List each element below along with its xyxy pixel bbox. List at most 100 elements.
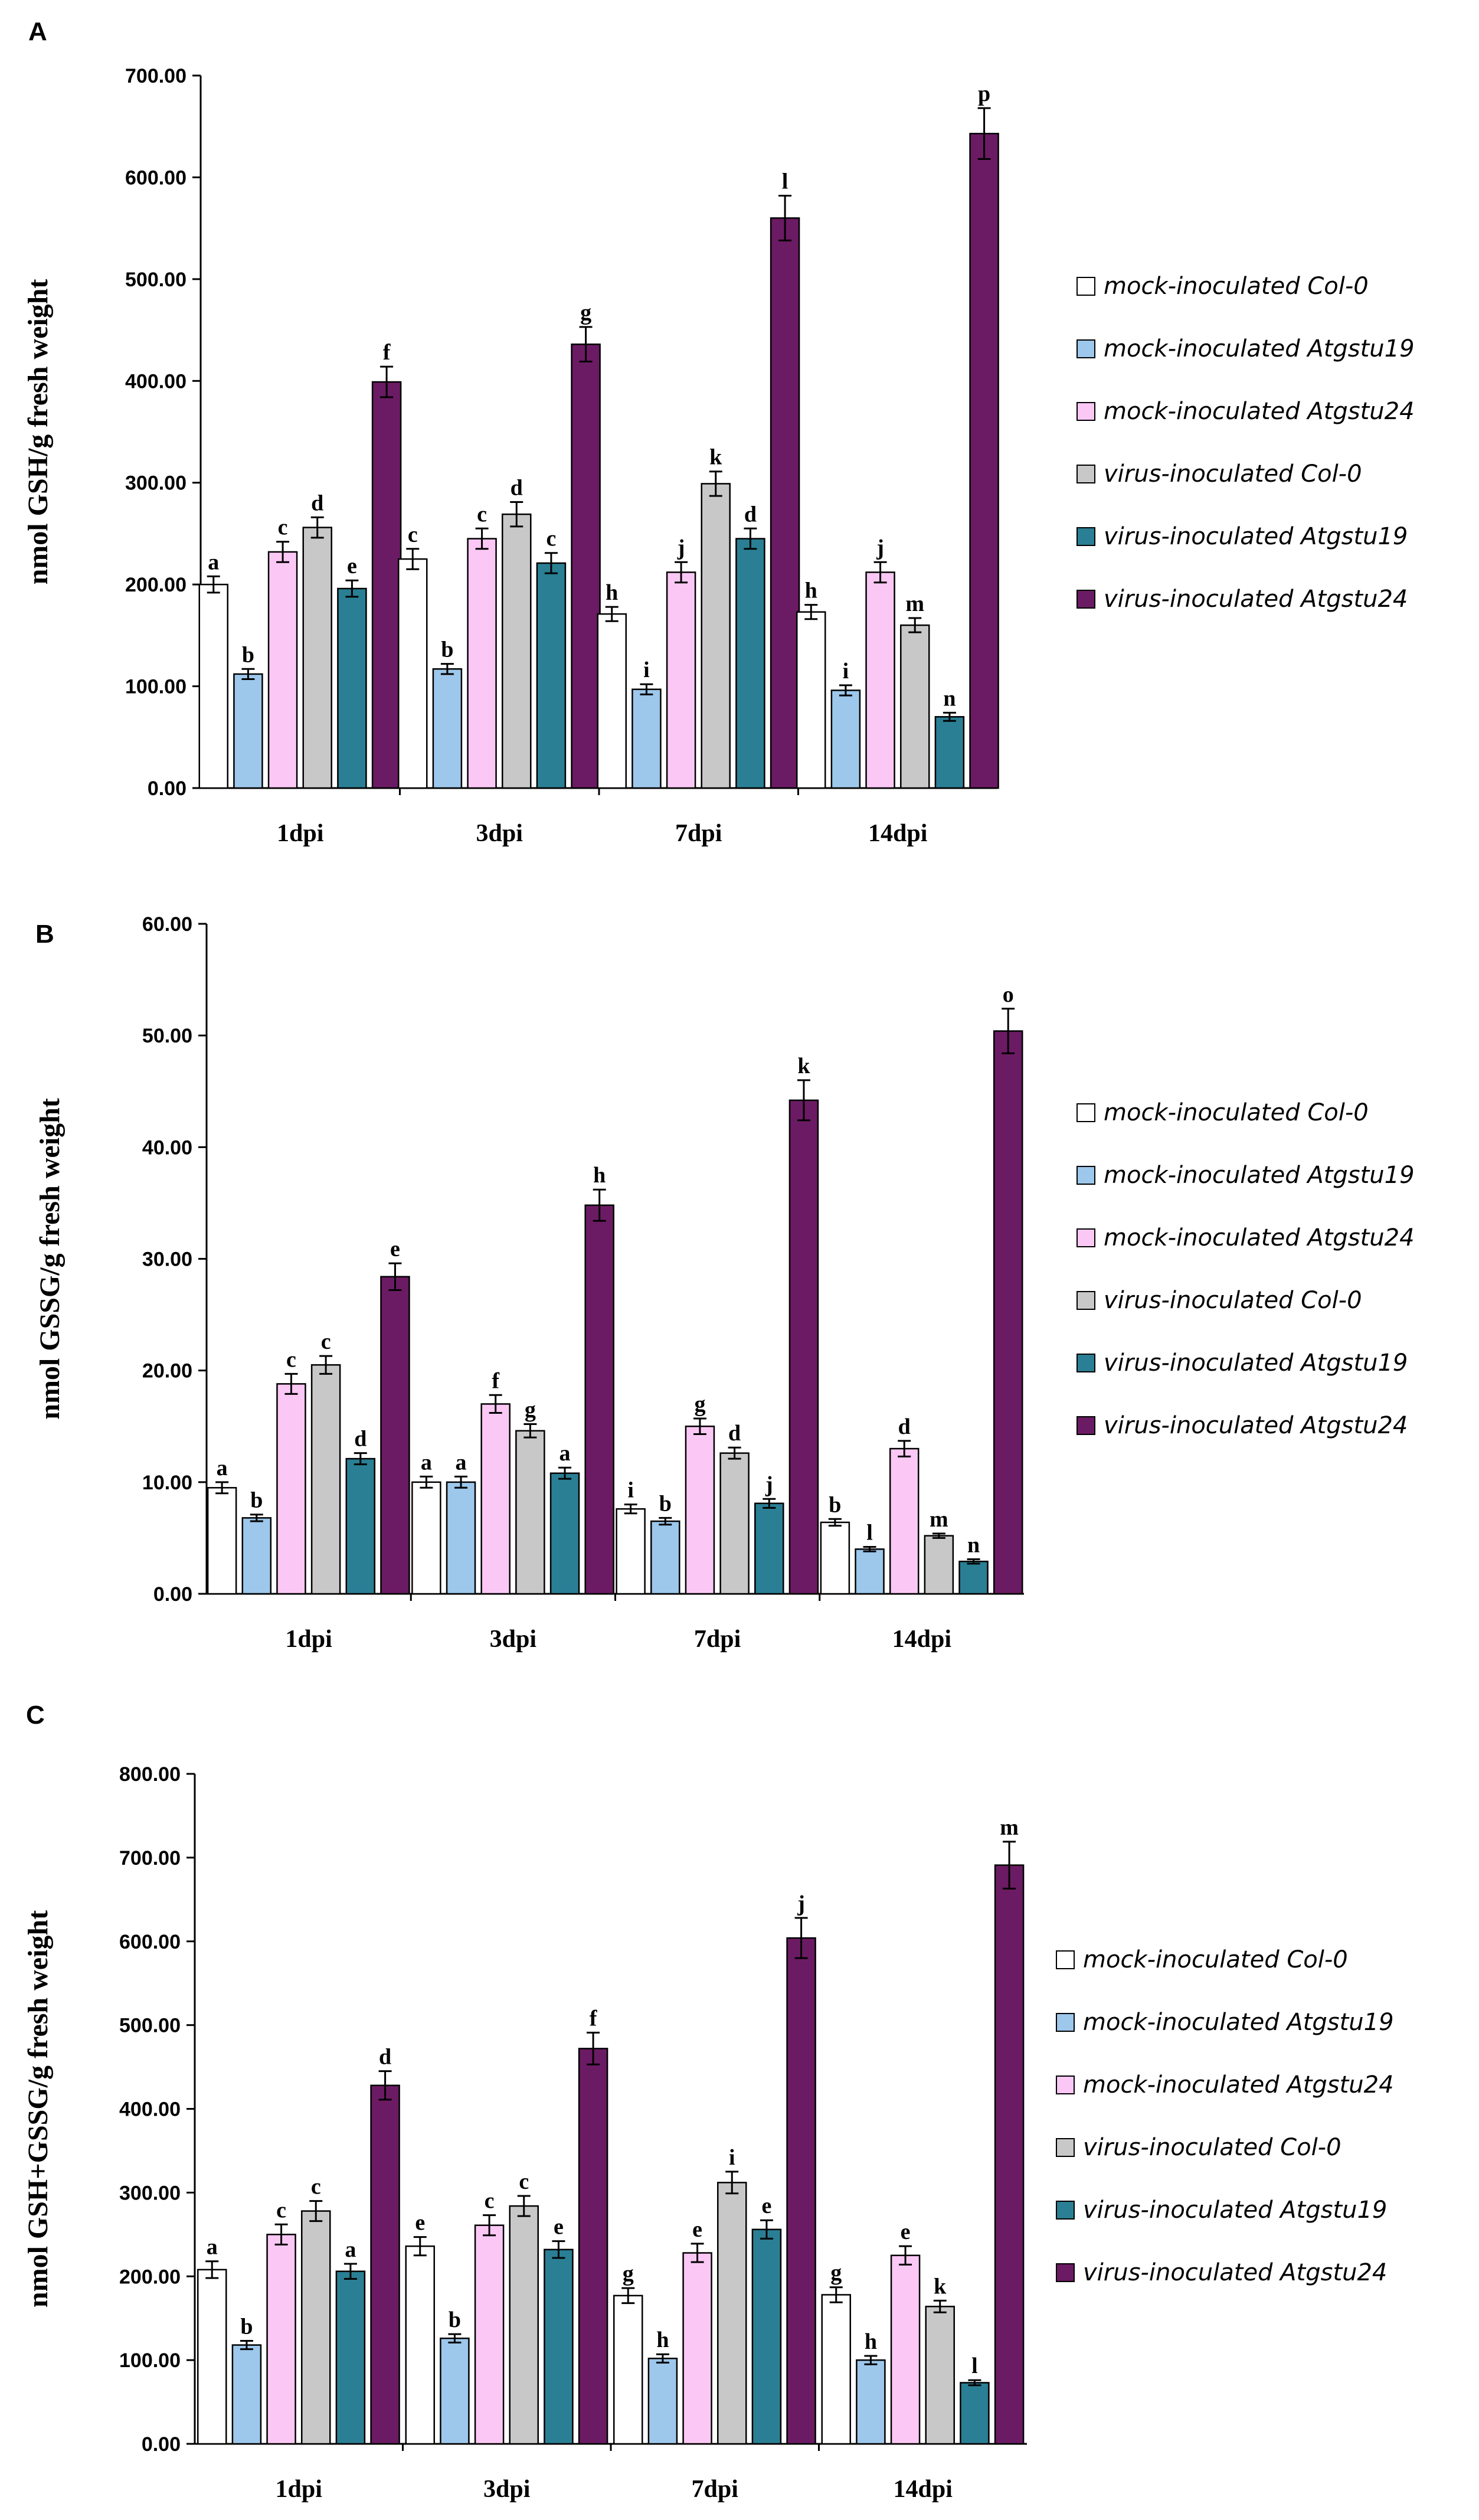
significance-letter: c	[276, 2198, 286, 2222]
y-tick-label: 50.00	[142, 1025, 192, 1047]
bar-mock-atgstu19-1dpi	[233, 673, 263, 789]
significance-letter: c	[519, 2169, 529, 2194]
y-tick-label: 400.00	[119, 2099, 181, 2121]
x-tick-label: 3dpi	[490, 1626, 537, 1653]
y-tick-label: 600.00	[119, 1931, 181, 1953]
x-tick-label: 3dpi	[476, 820, 523, 847]
bar-mock-atgstu19-14dpi	[855, 1548, 885, 1595]
y-tick-label: 700.00	[119, 1847, 181, 1869]
legend-swatch-mock-atgstu19	[1076, 1166, 1095, 1185]
significance-letter: m	[930, 1507, 948, 1532]
legend-label: mock-inoculated Col-0	[1083, 1946, 1348, 1973]
legend-swatch-mock-col0	[1076, 1103, 1095, 1122]
legend-label: virus-inoculated Atgstu19	[1083, 2197, 1387, 2224]
legend-swatch-mock-atgstu24	[1076, 402, 1095, 421]
bar-virus-atgstu24-7dpi	[786, 1937, 816, 2445]
significance-letter: d	[898, 1414, 911, 1439]
bar-mock-atgstu19-7dpi	[650, 1520, 680, 1595]
panel-c: C 0.00 100.00 200.00 300.00 400.00 500.00 600.0…	[22, 1701, 1394, 2503]
legend-swatch-mock-atgstu19	[1076, 339, 1095, 358]
x-tick-label: 14dpi	[894, 2476, 953, 2503]
bar-mock-atgstu19-7dpi	[631, 688, 662, 789]
bar-mock-col0-14dpi	[821, 2294, 851, 2445]
bar-virus-col0-1dpi	[301, 2210, 331, 2445]
significance-letter: n	[943, 686, 956, 711]
legend-swatch-virus-col0	[1076, 465, 1095, 483]
y-tick-label: 700.00	[125, 65, 186, 87]
y-tick-label: 0.00	[148, 777, 186, 800]
legend-label: mock-inoculated Atgstu24	[1104, 1224, 1415, 1251]
bar-mock-col0-1dpi	[198, 583, 228, 789]
bar-mock-col0-7dpi	[597, 613, 627, 789]
legend-label: mock-inoculated Atgstu24	[1104, 398, 1415, 425]
significance-letter: b	[659, 1491, 672, 1516]
legend-label: virus-inoculated Atgstu19	[1104, 1349, 1408, 1377]
panel-label: B	[35, 920, 54, 949]
bar-virus-atgstu24-3dpi	[571, 343, 601, 789]
significance-letter: e	[347, 554, 357, 578]
legend-swatch-virus-atgstu24	[1056, 2263, 1075, 2282]
y-axis-label: nmol GSH+GSSG/g fresh weight	[22, 1910, 54, 2307]
y-tick-label: 100.00	[125, 676, 186, 698]
significance-letter: h	[656, 2328, 669, 2352]
y-tick-label: 500.00	[119, 2015, 181, 2037]
bar-virus-atgstu19-1dpi	[337, 587, 367, 789]
bar-mock-atgstu19-7dpi	[647, 2358, 678, 2445]
bar-virus-col0-3dpi	[515, 1430, 545, 1595]
significance-letter: g	[830, 2261, 842, 2286]
bar-mock-atgstu24-14dpi	[890, 2254, 921, 2445]
x-tick-label: 1dpi	[285, 1626, 332, 1653]
x-tick-label: 1dpi	[277, 820, 324, 847]
significance-letter: b	[240, 2314, 253, 2339]
legend-swatch-virus-atgstu24	[1076, 1416, 1095, 1435]
significance-letter: c	[408, 522, 418, 547]
bar-virus-atgstu24-3dpi	[584, 1204, 614, 1595]
legend-label: mock-inoculated Col-0	[1104, 273, 1369, 300]
legend-label: mock-inoculated Atgstu24	[1083, 2071, 1394, 2099]
significance-letter: j	[765, 1472, 773, 1497]
x-tick-label: 14dpi	[868, 820, 928, 847]
bar-virus-atgstu24-7dpi	[788, 1099, 819, 1595]
significance-letter: d	[311, 491, 323, 515]
bar-virus-col0-7dpi	[701, 483, 731, 789]
bar-virus-col0-14dpi	[900, 624, 930, 789]
legend-label: virus-inoculated Atgstu24	[1083, 2259, 1387, 2286]
y-tick-label: 0.00	[153, 1583, 192, 1606]
significance-letter: b	[250, 1488, 263, 1513]
bar-mock-atgstu19-3dpi	[432, 668, 463, 789]
bar-virus-atgstu19-7dpi	[735, 538, 765, 789]
significance-letter: e	[901, 2220, 911, 2244]
bar-mock-atgstu24-7dpi	[666, 571, 696, 789]
y-tick-label: 60.00	[142, 913, 192, 936]
x-tick-label: 14dpi	[892, 1626, 952, 1653]
significance-letter: g	[525, 1397, 536, 1422]
y-tick-label: 0.00	[142, 2433, 181, 2456]
bar-mock-atgstu24-3dpi	[467, 538, 497, 789]
significance-letter: c	[286, 1347, 296, 1372]
panel-b: B 0.00 10.00 20.00 30.00 40.00 50.00 60.00 nmol …	[34, 913, 1415, 1653]
bar-mock-col0-3dpi	[398, 558, 428, 789]
bar-virus-col0-3dpi	[502, 513, 532, 789]
x-tick-label: 7dpi	[694, 1626, 741, 1653]
significance-letter: m	[905, 591, 924, 616]
significance-letter: g	[694, 1392, 705, 1417]
bar-mock-atgstu19-3dpi	[440, 2337, 470, 2445]
legend-label: virus-inoculated Atgstu19	[1104, 523, 1408, 550]
y-tick-label: 300.00	[125, 472, 186, 495]
legend-swatch-virus-atgstu19	[1076, 527, 1095, 546]
y-axis-label: nmol GSH/g fresh weight	[22, 279, 54, 585]
significance-letter: b	[242, 642, 254, 667]
significance-letter: e	[554, 2215, 564, 2240]
significance-letter: h	[606, 580, 618, 605]
bar-virus-atgstu24-3dpi	[578, 2048, 608, 2445]
bar-virus-col0-1dpi	[310, 1364, 341, 1595]
bar-virus-atgstu19-14dpi	[960, 2382, 990, 2445]
bar-virus-atgstu24-14dpi	[994, 1864, 1025, 2445]
significance-letter: a	[559, 1441, 571, 1466]
significance-letter: f	[590, 2006, 598, 2031]
bar-mock-atgstu24-14dpi	[865, 571, 895, 789]
bar-mock-col0-3dpi	[405, 2245, 435, 2445]
bar-mock-atgstu19-3dpi	[446, 1481, 476, 1595]
bar-mock-atgstu19-1dpi	[231, 2344, 262, 2445]
y-tick-label: 200.00	[125, 574, 186, 596]
